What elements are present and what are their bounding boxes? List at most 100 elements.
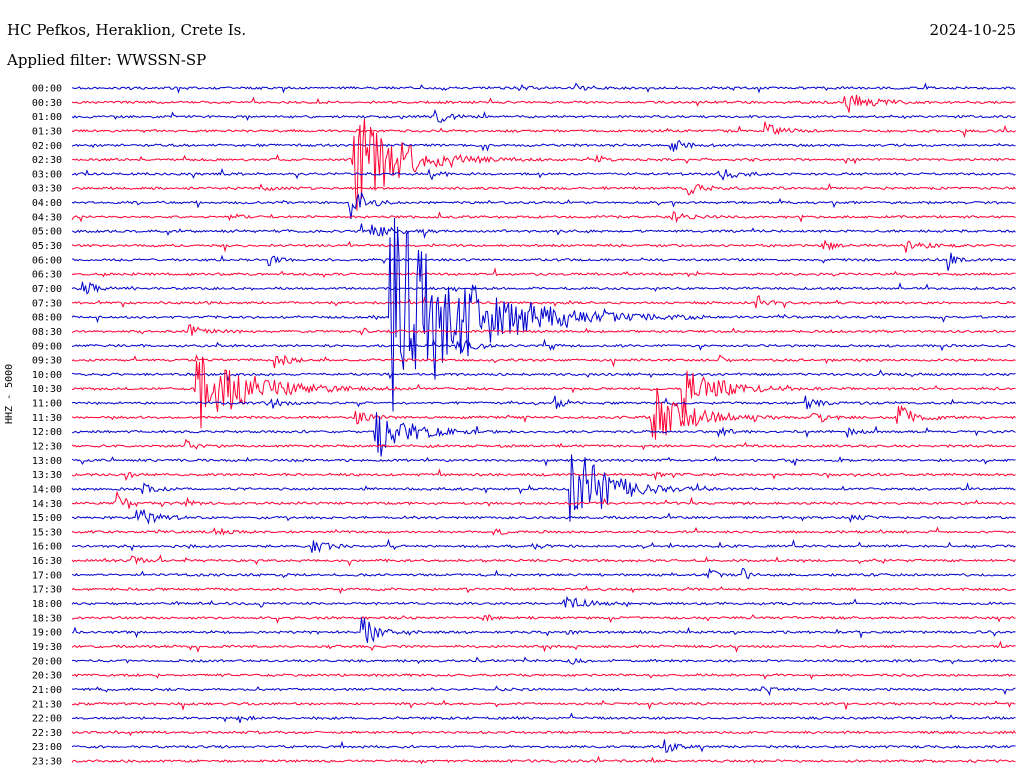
seismic-trace-row bbox=[71, 755, 1016, 765]
seismic-trace-row bbox=[71, 94, 1016, 113]
date-label: 2024-10-25 bbox=[929, 21, 1016, 39]
seismic-trace-row bbox=[71, 673, 1016, 680]
row-time-label: 10:30 bbox=[32, 384, 62, 395]
row-time-label: 05:00 bbox=[32, 227, 62, 238]
row-time-label: 07:00 bbox=[32, 284, 62, 295]
seismic-trace-row bbox=[71, 369, 1016, 382]
row-time-label: 03:00 bbox=[32, 169, 62, 180]
row-time-label: 15:30 bbox=[32, 527, 62, 538]
row-time-label: 20:30 bbox=[32, 671, 62, 682]
row-time-label: 00:30 bbox=[32, 98, 62, 109]
seismic-trace-row bbox=[71, 490, 1016, 509]
row-time-label: 17:30 bbox=[32, 585, 62, 596]
row-time-label: 08:00 bbox=[32, 313, 62, 324]
seismic-trace-row bbox=[71, 182, 1016, 196]
seismic-trace-row bbox=[71, 252, 1016, 271]
seismic-trace-row bbox=[71, 656, 1016, 665]
row-time-label: 08:30 bbox=[32, 327, 62, 338]
row-time-label: 11:30 bbox=[32, 413, 62, 424]
row-time-label: 19:30 bbox=[32, 642, 62, 653]
seismic-trace-row bbox=[71, 167, 1016, 181]
row-time-label: 16:30 bbox=[32, 556, 62, 567]
row-time-label: 07:30 bbox=[32, 298, 62, 309]
seismic-trace-row bbox=[71, 211, 1016, 224]
seismic-trace-row bbox=[71, 640, 1016, 654]
row-time-label: 02:30 bbox=[32, 155, 62, 166]
row-time-label: 13:30 bbox=[32, 470, 62, 481]
row-time-label: 03:30 bbox=[32, 184, 62, 195]
seismic-trace-row bbox=[71, 82, 1016, 94]
seismic-trace-row bbox=[71, 685, 1016, 697]
seismic-trace-row bbox=[71, 412, 1016, 457]
seismic-trace-row bbox=[71, 240, 1016, 253]
seismic-trace-row bbox=[71, 567, 1016, 580]
row-time-label: 09:00 bbox=[32, 341, 62, 352]
seismic-trace-row bbox=[71, 267, 1016, 279]
row-time-label: 00:00 bbox=[32, 84, 62, 95]
seismic-trace-row bbox=[71, 395, 1016, 410]
row-time-label: 04:30 bbox=[32, 212, 62, 223]
seismic-trace-row bbox=[71, 192, 1016, 220]
seismic-trace-row bbox=[71, 617, 1016, 643]
row-time-label: 11:00 bbox=[32, 399, 62, 410]
seismic-trace-row bbox=[71, 739, 1016, 753]
row-time-label: 10:00 bbox=[32, 370, 62, 381]
seismic-trace-row bbox=[71, 712, 1016, 724]
seismic-trace-row bbox=[71, 438, 1016, 451]
row-time-label: 16:00 bbox=[32, 542, 62, 553]
seismic-trace-row bbox=[71, 356, 1016, 429]
seismic-trace-row bbox=[71, 121, 1016, 139]
row-time-label: 17:00 bbox=[32, 570, 62, 581]
seismic-trace-row bbox=[71, 324, 1016, 336]
row-time-label: 23:00 bbox=[32, 742, 62, 753]
row-time-label: 22:30 bbox=[32, 728, 62, 739]
seismic-trace-row bbox=[71, 554, 1016, 567]
seismic-trace-row bbox=[71, 118, 1016, 211]
row-time-label: 01:00 bbox=[32, 112, 62, 123]
seismic-trace-row bbox=[71, 526, 1016, 536]
seismic-trace-row bbox=[71, 699, 1016, 711]
seismic-trace-row bbox=[71, 338, 1016, 353]
row-time-label: 23:30 bbox=[32, 757, 62, 768]
row-time-label: 06:00 bbox=[32, 255, 62, 266]
row-time-label: 20:00 bbox=[32, 656, 62, 667]
row-time-label: 18:00 bbox=[32, 599, 62, 610]
seismic-trace-row bbox=[71, 730, 1016, 737]
row-time-label: 19:00 bbox=[32, 628, 62, 639]
seismic-trace-row bbox=[71, 223, 1016, 240]
seismic-trace-row bbox=[71, 468, 1016, 482]
row-time-label: 21:00 bbox=[32, 685, 62, 696]
row-time-label: 01:30 bbox=[32, 126, 62, 137]
row-time-label: 12:00 bbox=[32, 427, 62, 438]
seismic-trace-row bbox=[71, 509, 1016, 525]
row-time-label: 15:00 bbox=[32, 513, 62, 524]
seismic-trace-row bbox=[71, 354, 1016, 368]
row-time-label: 06:30 bbox=[32, 270, 62, 281]
row-time-label: 18:30 bbox=[32, 613, 62, 624]
row-time-label: 14:00 bbox=[32, 484, 62, 495]
seismic-trace-row bbox=[71, 281, 1016, 295]
row-time-label: 04:00 bbox=[32, 198, 62, 209]
seismic-trace-row bbox=[71, 455, 1016, 467]
row-time-label: 09:30 bbox=[32, 356, 62, 367]
seismic-trace-row bbox=[71, 109, 1016, 123]
row-time-label: 02:00 bbox=[32, 141, 62, 152]
row-time-label: 12:30 bbox=[32, 442, 62, 453]
seismic-trace-row bbox=[71, 140, 1016, 152]
seismic-trace-row bbox=[71, 613, 1016, 624]
seismic-trace-row bbox=[71, 294, 1016, 309]
filter-label: Applied filter: WWSSN-SP bbox=[7, 51, 207, 69]
row-time-label: 22:00 bbox=[32, 714, 62, 725]
seismic-trace-row bbox=[71, 217, 1016, 412]
row-time-label: 21:30 bbox=[32, 699, 62, 710]
seismic-trace-row bbox=[71, 585, 1016, 595]
row-time-label: 14:30 bbox=[32, 499, 62, 510]
row-time-label: 13:00 bbox=[32, 456, 62, 467]
seismic-trace-row bbox=[71, 454, 1016, 522]
row-time-label: 05:30 bbox=[32, 241, 62, 252]
seismic-trace-row bbox=[71, 595, 1016, 608]
seismic-trace-row bbox=[71, 388, 1016, 440]
seismic-trace-row bbox=[71, 538, 1016, 554]
station-title: HC Pefkos, Heraklion, Crete Is. bbox=[7, 21, 247, 39]
